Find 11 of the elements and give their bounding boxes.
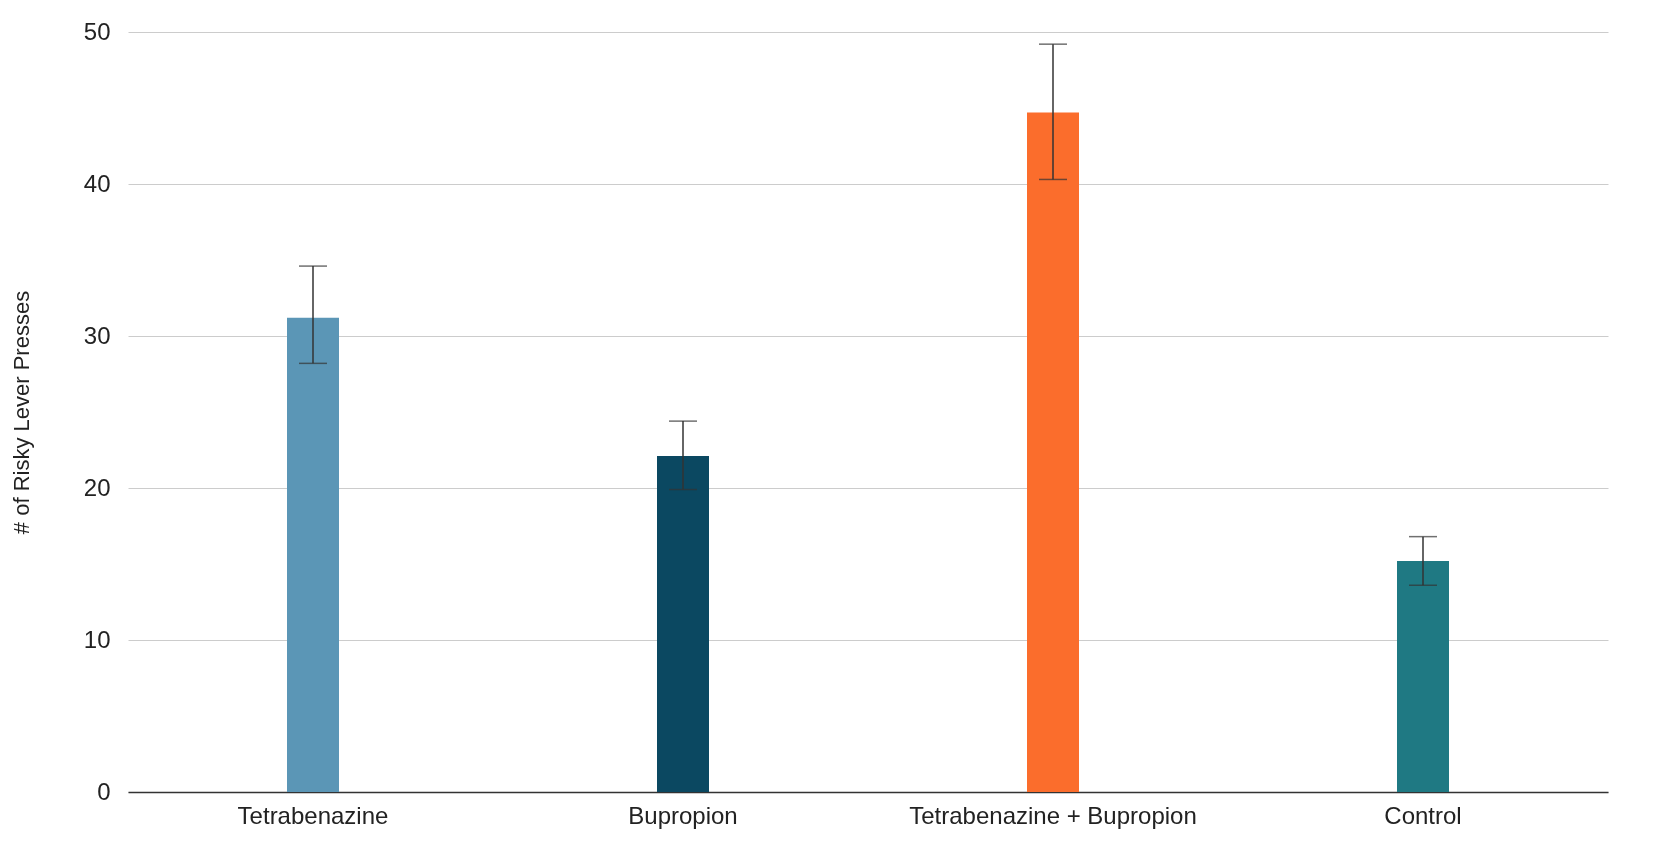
x-tick-label: Control (1384, 801, 1462, 829)
y-tick-label: 30 (83, 321, 111, 349)
x-tick-label: Bupropion (628, 801, 738, 829)
y-tick-label: 20 (83, 473, 111, 501)
x-tick-label: Tetrabenazine + Bupropion (909, 801, 1197, 829)
y-tick-label: 40 (83, 169, 111, 197)
y-tick-label: 0 (97, 777, 111, 805)
y-axis-title: # of Risky Lever Presses (8, 290, 34, 535)
y-tick-label: 10 (83, 625, 111, 653)
x-tick-label: Tetrabenazine (237, 801, 389, 829)
y-tick-label: 50 (83, 17, 111, 45)
